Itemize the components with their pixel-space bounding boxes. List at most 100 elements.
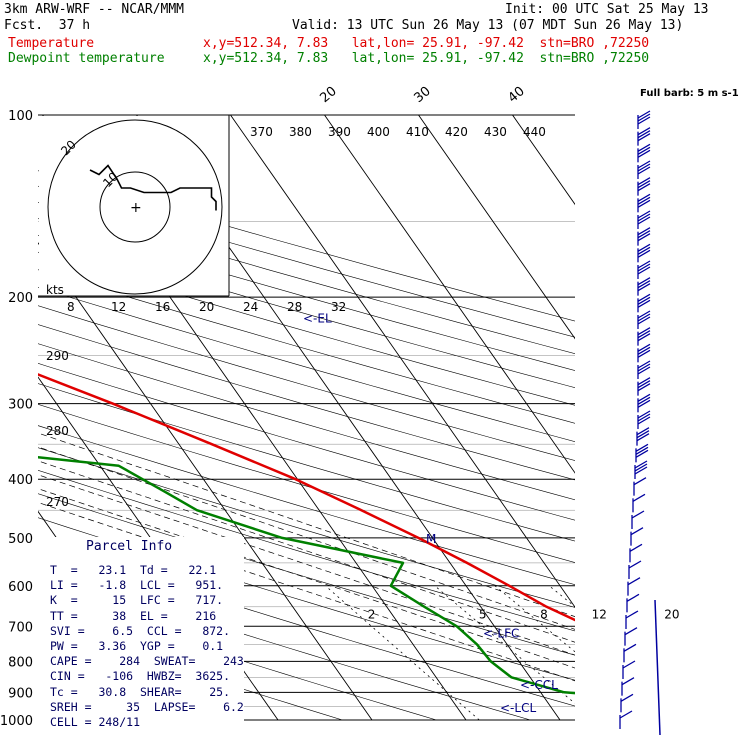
wind-barb-flag bbox=[637, 416, 651, 425]
wind-barb-flag bbox=[636, 427, 650, 436]
pressure-tick-label: 100 bbox=[8, 109, 33, 124]
dry-adiabat-line bbox=[38, 218, 575, 371]
wind-barb-flag bbox=[637, 177, 651, 186]
wind-barb-flag bbox=[622, 660, 636, 669]
pressure-tick-label: 700 bbox=[8, 620, 33, 635]
wind-barb-flag bbox=[637, 199, 651, 208]
theta-label: 270 bbox=[46, 495, 69, 509]
barb-legend: Full barb: 5 m s-1 bbox=[640, 88, 739, 99]
wind-barb-flag bbox=[637, 263, 651, 272]
wind-barb-flag bbox=[637, 330, 651, 339]
parcel-info-values: SREH = 35 LAPSE= 6.2 bbox=[50, 699, 244, 714]
isotherm-line bbox=[230, 115, 575, 608]
hodograph-speed-label: 8 bbox=[67, 300, 75, 314]
forecast-hour: Fcst. 37 h bbox=[4, 18, 91, 33]
wind-barb-flag bbox=[635, 446, 649, 455]
wind-barb-flag bbox=[637, 310, 651, 319]
wind-barb-flag bbox=[637, 393, 651, 402]
wind-barb-flag bbox=[633, 477, 647, 486]
hodograph-speed-label: 32 bbox=[331, 300, 346, 314]
wind-barb-flag bbox=[637, 266, 651, 275]
theta-label: 420 bbox=[445, 125, 468, 139]
parcel-info-row: CELL = 248/11 bbox=[50, 715, 202, 729]
wind-barb-stem bbox=[654, 599, 661, 736]
wind-barb-flag bbox=[637, 146, 651, 155]
wind-barb-flag bbox=[637, 246, 651, 255]
mixing-ratio-label: 20 bbox=[664, 607, 679, 621]
parcel-info-row: T = 23.1 Td = 22.1 bbox=[50, 563, 216, 577]
wind-barb-flag bbox=[637, 193, 651, 202]
wind-barb-flag bbox=[637, 333, 651, 342]
wind-barb-flag bbox=[637, 296, 651, 305]
theta-label: 410 bbox=[406, 125, 429, 139]
wind-barb-flag bbox=[634, 466, 648, 475]
dewpoint-legend-location: x,y=512.34, 7.83 lat,lon= 25.91, -97.42 … bbox=[203, 51, 650, 66]
wind-barb-flag bbox=[632, 493, 646, 502]
wind-barb-flag bbox=[620, 693, 634, 702]
wind-barb-flag bbox=[637, 280, 651, 289]
parcel-info-values: T = 23.1 Td = 22.1 bbox=[50, 563, 217, 577]
temperature-legend-location: x,y=512.34, 7.83 lat,lon= 25.91, -97.42 … bbox=[203, 36, 650, 51]
wind-barb-flag bbox=[637, 283, 651, 292]
wind-barb-flag bbox=[637, 327, 651, 336]
pressure-tick-label: 200 bbox=[8, 291, 33, 306]
wind-barb-flag bbox=[631, 510, 645, 519]
wind-barb-flag bbox=[619, 710, 633, 719]
parcel-info-title: Parcel Info bbox=[86, 539, 173, 554]
wind-barb-flag bbox=[636, 433, 650, 442]
hodograph-ring bbox=[99, 171, 171, 243]
hodograph-speed-label: 16 bbox=[155, 300, 170, 314]
parcel-info-row: CAPE = 284 SWEAT= 243 bbox=[50, 654, 244, 668]
parcel-info-row: SVI = 6.5 CCL = 872. bbox=[50, 624, 230, 638]
wind-barb-flag bbox=[625, 610, 639, 619]
wind-barb-flag bbox=[624, 627, 638, 636]
wind-barb-flag bbox=[637, 233, 651, 242]
wind-barb-flag bbox=[637, 413, 651, 422]
wind-barb-flag bbox=[637, 180, 651, 189]
dry-adiabat-line bbox=[38, 469, 575, 632]
parcel-info-values: CAPE = 284 SWEAT= 243 bbox=[50, 654, 244, 669]
wind-barb-flag bbox=[634, 460, 648, 469]
theta-label: 380 bbox=[289, 125, 312, 139]
dry-adiabat-line bbox=[38, 234, 575, 388]
isotherm-label: 40 bbox=[505, 84, 527, 106]
wind-barb-flag bbox=[637, 343, 651, 352]
wind-barb-flag bbox=[634, 463, 648, 472]
dewpoint-line bbox=[38, 455, 575, 695]
isotherm-line bbox=[418, 115, 575, 340]
hodograph-speed-label: 24 bbox=[243, 300, 258, 314]
wind-barb-flag bbox=[637, 130, 651, 139]
theta-label: 370 bbox=[250, 125, 273, 139]
pressure-tick-label: 900 bbox=[8, 686, 33, 701]
wind-barb-flag bbox=[637, 143, 651, 152]
wind-barb-flag bbox=[637, 277, 651, 286]
init-time: Init: 00 UTC Sat 25 May 13 bbox=[505, 2, 709, 17]
wind-barb-flag bbox=[637, 363, 651, 372]
wind-barb-flag bbox=[637, 396, 651, 405]
parcel-info-row: K = 15 LFC = 717. bbox=[50, 593, 223, 607]
valid-time: Valid: 13 UTC Sun 26 May 13 (07 MDT Sun … bbox=[292, 18, 684, 33]
level-marker: <-LCL bbox=[500, 701, 536, 715]
parcel-info-panel: Parcel Info T = 23.1 Td = 22.1 LI = -1.8 … bbox=[38, 537, 244, 729]
level-marker: <-CCL bbox=[520, 678, 558, 692]
parcel-info-row: PW = 3.36 YGP = 0.1 bbox=[50, 639, 223, 653]
dry-adiabat-line bbox=[38, 251, 575, 406]
isotherm-line bbox=[512, 115, 575, 206]
wind-barb-flag bbox=[637, 316, 651, 325]
pressure-tick-label: 400 bbox=[8, 473, 33, 488]
wind-barb-flag bbox=[637, 113, 651, 122]
wind-barb-flag bbox=[629, 543, 643, 552]
parcel-info-row: Tc = 30.8 SHEAR= 25. bbox=[50, 685, 230, 699]
wind-barb-flag bbox=[626, 593, 640, 602]
wind-barb-flag bbox=[637, 227, 651, 236]
dry-adiabat-line bbox=[38, 305, 575, 461]
wind-barb-flag bbox=[637, 210, 651, 219]
wind-barb-flag bbox=[637, 243, 651, 252]
isotherm-label: 20 bbox=[317, 84, 339, 106]
isotherm-line bbox=[38, 242, 373, 720]
parcel-info-row: CIN = -106 HWBZ= 3625. bbox=[50, 669, 230, 683]
wind-barb-flag bbox=[637, 160, 651, 169]
dry-adiabat-line bbox=[38, 425, 575, 586]
wind-barb-flag bbox=[637, 366, 651, 375]
